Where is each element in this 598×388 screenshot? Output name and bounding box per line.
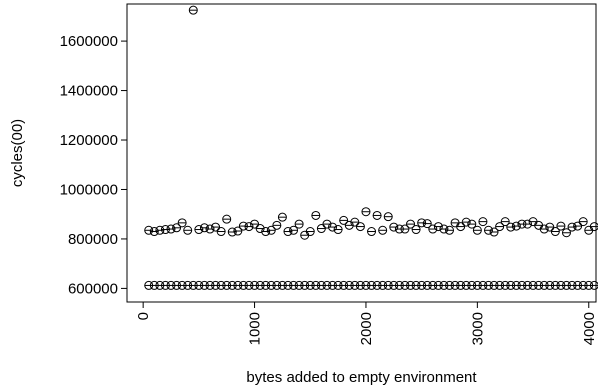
data-point xyxy=(439,224,449,234)
data-point xyxy=(300,230,310,240)
plot-frame xyxy=(126,3,597,303)
data-point xyxy=(305,227,315,237)
data-point xyxy=(361,207,371,217)
data-point xyxy=(422,219,432,229)
y-tick-label: 1600000 xyxy=(60,33,118,50)
data-point xyxy=(445,225,455,235)
data-point xyxy=(534,220,544,230)
data-point xyxy=(383,212,393,222)
data-point xyxy=(350,217,360,227)
y-tick-label: 600000 xyxy=(68,280,118,297)
data-point xyxy=(545,222,555,232)
data-point xyxy=(272,220,282,230)
data-point xyxy=(489,227,499,237)
x-axis: 0 1000 2000 3000 4000 xyxy=(135,302,598,345)
data-point xyxy=(367,227,377,237)
data-point xyxy=(539,224,549,234)
data-point xyxy=(411,225,421,235)
data-point xyxy=(261,227,271,237)
data-point xyxy=(222,214,232,224)
data-point xyxy=(339,215,349,225)
data-point xyxy=(506,222,516,232)
data-point xyxy=(495,222,505,232)
data-point xyxy=(461,217,471,227)
data-point xyxy=(589,280,598,290)
data-point xyxy=(277,212,287,222)
data-point xyxy=(205,224,215,234)
data-point xyxy=(333,225,343,235)
y-tick-label: 1200000 xyxy=(60,132,118,149)
data-point xyxy=(389,222,399,232)
data-point xyxy=(355,222,365,232)
data-point xyxy=(467,219,477,229)
y-tick-label: 800000 xyxy=(68,231,118,248)
data-points xyxy=(144,5,598,290)
y-tick-label: 1000000 xyxy=(60,181,118,198)
data-point xyxy=(289,225,299,235)
data-point xyxy=(567,222,577,232)
data-point xyxy=(250,219,260,229)
data-point xyxy=(478,217,488,227)
data-point xyxy=(417,218,427,228)
data-point xyxy=(166,224,176,234)
data-point xyxy=(406,219,416,229)
data-point xyxy=(177,218,187,228)
data-point xyxy=(149,227,159,237)
data-point xyxy=(311,210,321,220)
data-point xyxy=(188,5,198,15)
x-tick-label: 1000 xyxy=(247,312,264,345)
x-tick-label: 2000 xyxy=(358,312,375,345)
data-point xyxy=(227,227,237,237)
y-axis: 600000 800000 1000000 1200000 1400000 1600000 xyxy=(60,33,127,297)
y-axis-title: cycles(00) xyxy=(9,119,26,187)
data-point xyxy=(573,221,583,231)
data-point xyxy=(500,217,510,227)
data-point xyxy=(578,217,588,227)
data-point xyxy=(211,222,221,232)
x-tick-label: 4000 xyxy=(581,312,598,345)
data-point xyxy=(266,225,276,235)
data-point xyxy=(456,222,466,232)
data-point xyxy=(199,223,209,233)
data-point xyxy=(550,227,560,237)
data-point xyxy=(144,225,154,235)
data-point xyxy=(450,218,460,228)
data-point xyxy=(556,221,566,231)
data-point xyxy=(400,224,410,234)
x-axis-title: bytes added to empty environment xyxy=(246,369,477,386)
data-point xyxy=(589,222,598,232)
x-tick-label: 0 xyxy=(135,312,152,320)
data-point xyxy=(316,224,326,234)
data-point xyxy=(183,225,193,235)
data-point xyxy=(233,226,243,236)
data-point xyxy=(172,223,182,233)
data-point xyxy=(528,217,538,227)
data-point xyxy=(294,219,304,229)
data-point xyxy=(511,221,521,231)
data-point xyxy=(472,225,482,235)
data-point xyxy=(584,225,594,235)
data-point xyxy=(561,228,571,238)
y-tick-label: 1400000 xyxy=(60,83,118,100)
data-point xyxy=(194,225,204,235)
data-point xyxy=(483,225,493,235)
data-point xyxy=(283,227,293,237)
data-point xyxy=(216,227,226,237)
x-tick-label: 3000 xyxy=(469,312,486,345)
data-point xyxy=(372,210,382,220)
data-point xyxy=(155,225,165,235)
data-point xyxy=(378,225,388,235)
